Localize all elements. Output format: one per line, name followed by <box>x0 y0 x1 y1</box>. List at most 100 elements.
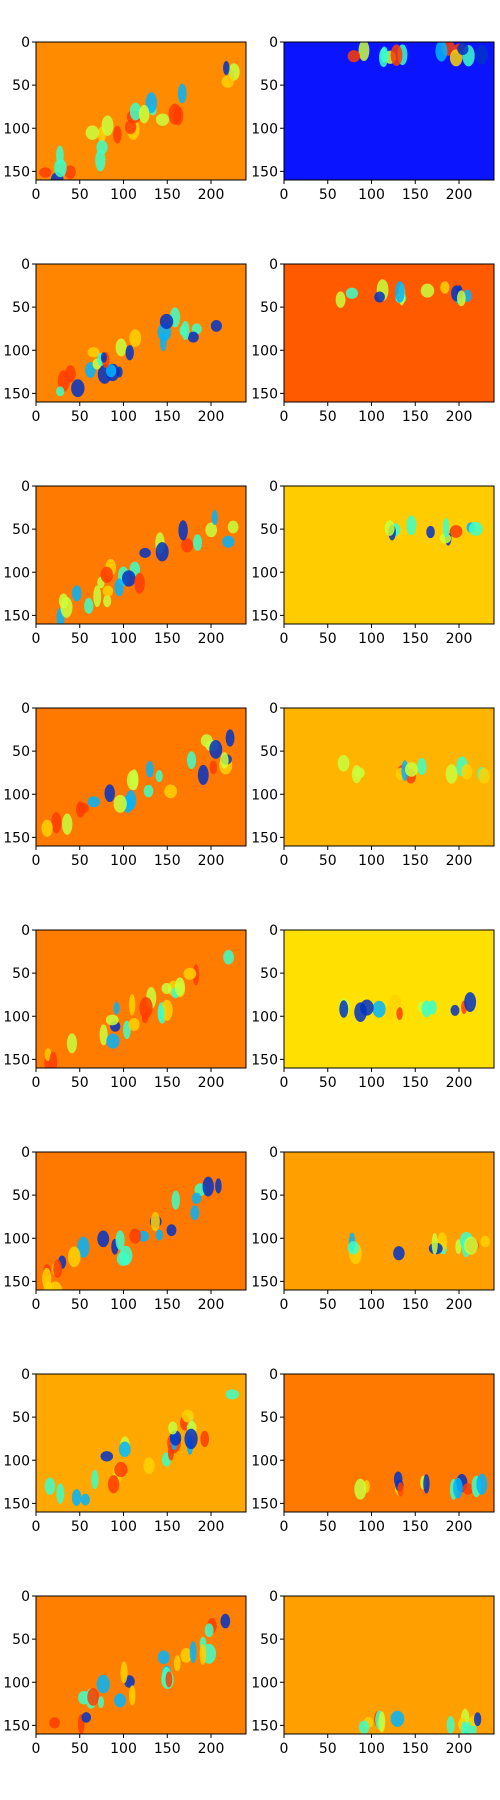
x-tick-label: 0 <box>32 1075 41 1091</box>
x-tick-label: 150 <box>154 409 181 425</box>
heatmap-feature <box>116 366 123 378</box>
panel-row1-right: 0 50 100 150 200 0 50 100 150 <box>251 35 495 203</box>
y-tick-label: 50 <box>260 522 278 538</box>
y-tick-label: 0 <box>21 35 30 51</box>
heatmap-feature <box>406 515 417 536</box>
heatmap-feature <box>227 520 239 534</box>
x-tick-label: 200 <box>446 853 473 869</box>
heatmap-feature <box>114 1462 128 1478</box>
heatmap-feature <box>93 585 102 608</box>
y-tick-label: 50 <box>260 1188 278 1204</box>
y-tick-label: 0 <box>269 479 278 495</box>
x-tick-label: 50 <box>319 1297 337 1313</box>
heatmap-feature <box>464 1236 479 1255</box>
heatmap-feature <box>178 520 188 541</box>
x-tick-label: 200 <box>198 187 225 203</box>
heatmap-feature <box>200 734 213 747</box>
heatmap-feature <box>41 819 53 837</box>
axes-frame <box>35 707 247 847</box>
heatmap-feature <box>128 993 136 1016</box>
axes-frame <box>283 1595 495 1735</box>
y-tick-label: 0 <box>269 1589 278 1605</box>
heatmap-feature <box>390 44 403 67</box>
heatmap-feature <box>51 812 62 834</box>
heatmap-feature <box>435 42 448 62</box>
x-tick-label: 150 <box>402 853 429 869</box>
y-tick-label: 150 <box>251 830 278 846</box>
heatmap-feature <box>129 1228 142 1244</box>
x-tick-label: 0 <box>280 187 289 203</box>
panel-row8-left: 0 50 100 150 200 0 50 100 150 <box>3 1589 247 1757</box>
x-tick-label: 150 <box>402 1075 429 1091</box>
y-tick-label: 100 <box>251 343 278 359</box>
heatmap-feature <box>431 1232 438 1255</box>
heatmap-feature <box>39 167 52 178</box>
heatmap-feature <box>71 379 85 398</box>
axes-frame <box>283 707 495 847</box>
heatmap-feature <box>358 42 370 62</box>
heatmap-feature <box>478 767 490 784</box>
y-tick-label: 150 <box>251 164 278 180</box>
heatmap-image <box>284 930 494 1068</box>
heatmap-feature <box>209 760 218 775</box>
axes-frame <box>35 1151 247 1291</box>
heatmap-feature <box>107 1475 120 1494</box>
heatmap-feature <box>210 319 222 332</box>
x-tick-label: 50 <box>71 409 89 425</box>
heatmap-feature <box>58 593 69 609</box>
x-tick-label: 50 <box>319 631 337 647</box>
heatmap-feature <box>184 1428 198 1450</box>
heatmap-image <box>284 1374 494 1512</box>
heatmap-feature <box>390 1710 405 1727</box>
heatmap-feature <box>64 165 76 180</box>
y-tick-label: 100 <box>251 1453 278 1469</box>
x-tick-label: 0 <box>32 409 41 425</box>
heatmap-feature <box>225 729 235 747</box>
heatmap-feature <box>360 999 374 1016</box>
heatmap-feature <box>354 1478 367 1500</box>
heatmap-feature <box>220 1613 231 1629</box>
x-tick-label: 0 <box>280 409 289 425</box>
heatmap-feature <box>190 1205 200 1221</box>
heatmap-feature <box>128 1685 136 1706</box>
heatmap-feature <box>193 534 203 551</box>
x-tick-label: 200 <box>198 631 225 647</box>
y-tick-label: 50 <box>260 1410 278 1426</box>
axes-frame <box>35 929 247 1069</box>
y-tick-label: 50 <box>12 78 30 94</box>
heatmap-feature <box>420 283 435 298</box>
x-tick-label: 200 <box>446 1297 473 1313</box>
heatmap-image <box>36 1374 246 1512</box>
heatmap-feature <box>71 585 82 602</box>
x-tick-label: 0 <box>32 187 41 203</box>
heatmap-feature <box>116 1251 130 1266</box>
y-tick-label: 50 <box>260 300 278 316</box>
heatmap-feature <box>189 1641 197 1663</box>
y-tick-label: 50 <box>12 966 30 982</box>
heatmap-feature <box>56 1483 65 1504</box>
heatmap-feature <box>450 1004 460 1016</box>
y-tick-label: 0 <box>21 257 30 273</box>
heatmap-feature <box>126 770 139 791</box>
x-tick-label: 150 <box>154 1741 181 1757</box>
panel-row6-left: 0 50 100 150 200 0 50 100 150 <box>3 1145 247 1313</box>
x-tick-label: 100 <box>110 1741 137 1757</box>
heatmap-feature <box>397 1482 404 1497</box>
heatmap-feature <box>105 1014 119 1026</box>
heatmap-feature <box>384 520 395 536</box>
heatmap-background <box>36 1152 246 1290</box>
y-tick-label: 0 <box>269 1367 278 1383</box>
x-tick-label: 50 <box>71 187 89 203</box>
heatmap-image <box>284 264 494 402</box>
heatmap-feature <box>168 103 182 125</box>
x-tick-label: 0 <box>32 1741 41 1757</box>
heatmap-feature <box>49 1051 58 1068</box>
x-tick-label: 150 <box>402 1519 429 1535</box>
heatmap-feature <box>100 352 107 363</box>
y-tick-label: 50 <box>12 744 30 760</box>
y-tick-label: 0 <box>269 701 278 717</box>
heatmap-feature <box>337 754 350 772</box>
y-tick-label: 150 <box>3 1274 30 1290</box>
heatmap-feature <box>55 145 64 165</box>
